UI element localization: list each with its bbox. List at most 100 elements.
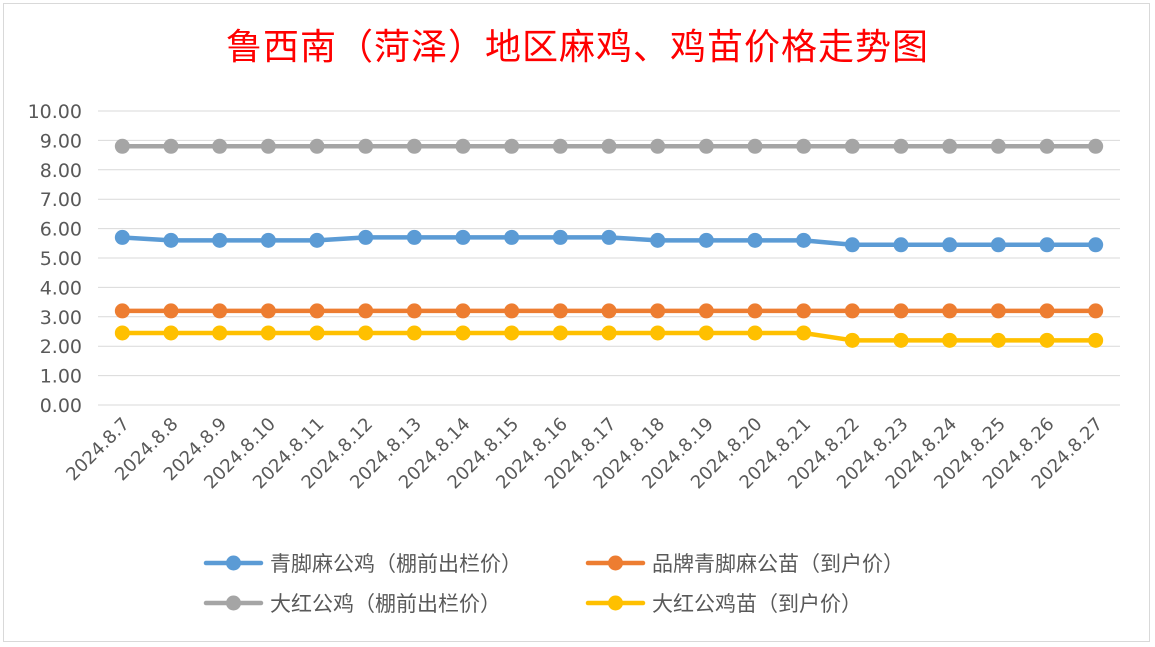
legend-label: 大红公鸡（棚前出栏价） bbox=[270, 592, 501, 616]
data-point bbox=[942, 332, 958, 348]
data-point bbox=[1039, 237, 1055, 253]
legend-label: 品牌青脚麻公苗（到户价） bbox=[652, 552, 904, 576]
data-point bbox=[990, 303, 1006, 319]
data-point bbox=[747, 325, 763, 341]
series-group bbox=[114, 138, 1104, 348]
series-3 bbox=[114, 138, 1104, 154]
series-1 bbox=[114, 229, 1104, 253]
data-point bbox=[698, 138, 714, 154]
data-point bbox=[893, 237, 909, 253]
y-tick-label: 9.00 bbox=[40, 130, 82, 152]
y-tick-label: 1.00 bbox=[40, 366, 82, 388]
data-point bbox=[163, 325, 179, 341]
data-point bbox=[1039, 332, 1055, 348]
data-point bbox=[796, 325, 812, 341]
data-point bbox=[309, 303, 325, 319]
data-point bbox=[552, 303, 568, 319]
data-point bbox=[942, 138, 958, 154]
data-point bbox=[893, 303, 909, 319]
data-point bbox=[114, 303, 130, 319]
legend-item: 大红公鸡苗（到户价） bbox=[585, 592, 862, 616]
data-point bbox=[650, 232, 666, 248]
legend-marker bbox=[608, 555, 623, 571]
data-point bbox=[942, 303, 958, 319]
y-tick-label: 6.00 bbox=[40, 219, 82, 241]
data-point bbox=[747, 303, 763, 319]
data-point bbox=[504, 303, 520, 319]
data-point bbox=[601, 303, 617, 319]
data-point bbox=[893, 332, 909, 348]
data-point bbox=[601, 229, 617, 245]
data-point bbox=[163, 303, 179, 319]
data-point bbox=[455, 303, 471, 319]
x-axis: 2024.8.72024.8.82024.8.92024.8.102024.8.… bbox=[62, 414, 1107, 494]
data-point bbox=[358, 138, 374, 154]
data-point bbox=[114, 325, 130, 341]
y-tick-label: 0.00 bbox=[40, 395, 82, 417]
data-point bbox=[1088, 138, 1104, 154]
data-point bbox=[163, 232, 179, 248]
data-point bbox=[260, 303, 276, 319]
data-point bbox=[114, 138, 130, 154]
y-tick-label: 10.00 bbox=[28, 101, 82, 123]
data-point bbox=[990, 332, 1006, 348]
y-tick-label: 3.00 bbox=[40, 307, 82, 329]
data-point bbox=[309, 232, 325, 248]
data-point bbox=[504, 138, 520, 154]
data-point bbox=[796, 232, 812, 248]
data-point bbox=[747, 138, 763, 154]
legend-marker bbox=[608, 595, 623, 611]
data-point bbox=[455, 325, 471, 341]
data-point bbox=[844, 332, 860, 348]
data-point bbox=[1088, 332, 1104, 348]
legend-item: 青脚麻公鸡（棚前出栏价） bbox=[203, 552, 522, 576]
legend-label: 青脚麻公鸡（棚前出栏价） bbox=[270, 552, 522, 576]
data-point bbox=[990, 138, 1006, 154]
data-point bbox=[212, 232, 228, 248]
data-point bbox=[552, 229, 568, 245]
legend-marker bbox=[226, 595, 241, 611]
data-point bbox=[844, 138, 860, 154]
grid-lines bbox=[98, 110, 1120, 406]
data-point bbox=[309, 325, 325, 341]
data-point bbox=[552, 138, 568, 154]
data-point bbox=[796, 303, 812, 319]
y-tick-label: 4.00 bbox=[40, 277, 82, 299]
data-point bbox=[698, 232, 714, 248]
series-4 bbox=[114, 325, 1104, 348]
data-point bbox=[942, 237, 958, 253]
y-tick-label: 7.00 bbox=[40, 189, 82, 211]
legend-marker bbox=[226, 555, 241, 571]
data-point bbox=[358, 325, 374, 341]
data-point bbox=[552, 325, 568, 341]
data-point bbox=[406, 138, 422, 154]
y-tick-label: 5.00 bbox=[40, 248, 82, 270]
legend: 青脚麻公鸡（棚前出栏价） 品牌青脚麻公苗（到户价） 大红公鸡（棚前出栏价） 大红公鸡苗… bbox=[203, 552, 904, 616]
data-point bbox=[747, 232, 763, 248]
data-point bbox=[1039, 303, 1055, 319]
chart-frame bbox=[3, 3, 1150, 642]
data-point bbox=[844, 237, 860, 253]
data-point bbox=[504, 229, 520, 245]
legend-label: 大红公鸡苗（到户价） bbox=[652, 592, 862, 616]
y-tick-label: 2.00 bbox=[40, 336, 82, 358]
data-point bbox=[260, 232, 276, 248]
data-point bbox=[990, 237, 1006, 253]
series-2 bbox=[114, 303, 1104, 319]
data-point bbox=[358, 229, 374, 245]
data-point bbox=[796, 138, 812, 154]
data-point bbox=[601, 138, 617, 154]
data-point bbox=[698, 325, 714, 341]
data-point bbox=[212, 303, 228, 319]
data-point bbox=[504, 325, 520, 341]
data-point bbox=[309, 138, 325, 154]
data-point bbox=[406, 229, 422, 245]
data-point bbox=[455, 138, 471, 154]
data-point bbox=[1088, 237, 1104, 253]
data-point bbox=[650, 138, 666, 154]
data-point bbox=[650, 325, 666, 341]
legend-item: 大红公鸡（棚前出栏价） bbox=[203, 592, 501, 616]
data-point bbox=[698, 303, 714, 319]
legend-item: 品牌青脚麻公苗（到户价） bbox=[585, 552, 904, 576]
